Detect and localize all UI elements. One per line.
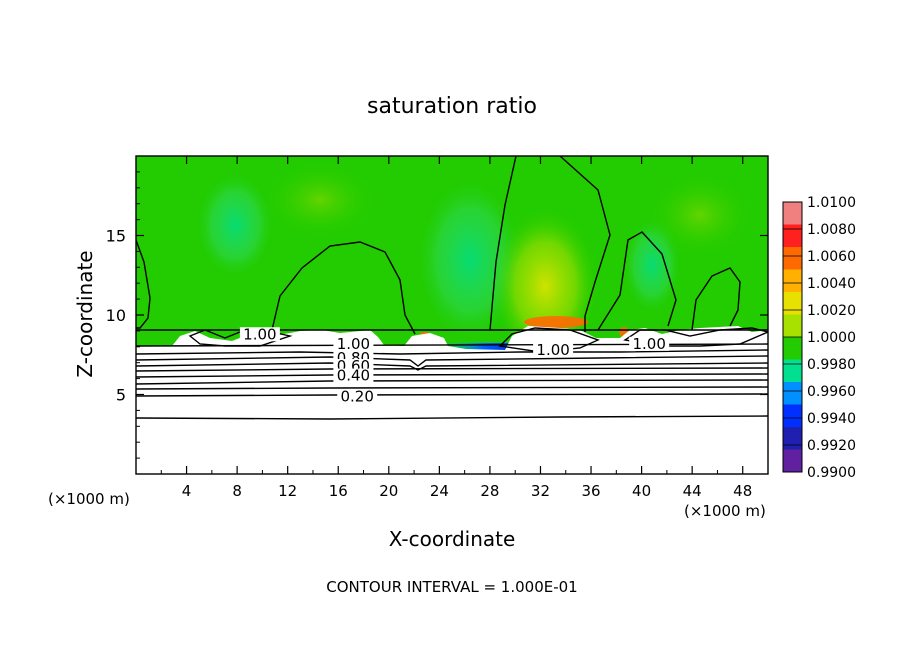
contour-0.20 (136, 393, 768, 397)
x-tick-label: 40 (632, 482, 651, 500)
x-tick-label: 24 (430, 482, 449, 500)
contour-label: 1.00 (632, 335, 665, 353)
colorbar-label: 1.0020 (807, 303, 856, 319)
y-tick-label: 5 (116, 386, 126, 405)
contour-0.50 (136, 373, 768, 378)
contour-0.80 (136, 355, 768, 367)
colorbar-swatch (783, 202, 802, 225)
contour-label-bg (337, 389, 378, 404)
contour-interval-footer: CONTOUR INTERVAL = 1.000E-01 (326, 578, 577, 596)
y-tick-label: 10 (106, 306, 126, 325)
colorbar-swatch (783, 382, 802, 405)
contour-0.60 (136, 367, 768, 372)
colorbar: 1.0100 1.0080 1.0060 1.0040 1.0020 1.0000 0.99… (782, 195, 856, 481)
colorbar-swatch (783, 427, 802, 450)
field-blue-band (440, 343, 550, 351)
x-tick-label: 12 (278, 482, 297, 500)
contour-label: 1.00 (243, 325, 276, 343)
contour-label-layer: 1.001.000.800.600.400.201.00 1.00 (239, 325, 670, 405)
colorbar-label: 0.9940 (807, 411, 856, 427)
subsaturated-region (136, 326, 768, 474)
contour-hump-45 (691, 267, 741, 331)
y-axis-ticks: 5 10 15 (106, 171, 768, 459)
contour-label: 0.20 (340, 387, 373, 405)
contour-label-bg (533, 343, 574, 358)
contour-0.10 (136, 415, 768, 420)
colorbar-swatch (783, 404, 802, 428)
contour-hump-16 (271, 241, 416, 335)
colorbar-swatch (783, 359, 802, 383)
contour-label-bg (629, 336, 670, 351)
colorbar-swatch (783, 292, 802, 315)
x-tick-label: 36 (581, 482, 600, 500)
colorbar-label: 0.9980 (807, 357, 856, 373)
x-tick-label: 32 (531, 482, 550, 500)
contour-0.30 (136, 386, 768, 390)
x-axis-ticks: 4 8 12 16 20 24 28 32 36 40 44 48 (160, 156, 752, 500)
colorbar-label: 1.0040 (807, 276, 856, 292)
contour-label-bg (239, 327, 280, 342)
contour-label-bg (333, 368, 374, 383)
contour-tower-31 (489, 156, 611, 332)
contour-label: 1.00 (337, 335, 370, 353)
colorbar-swatch (783, 224, 802, 248)
contour-label: 1.00 (536, 341, 569, 359)
x-tick-label: 48 (733, 482, 752, 500)
colorbar-swatch (783, 269, 802, 293)
contour-0.40 (136, 379, 768, 385)
x-unit-right: (×1000 m) (684, 502, 766, 520)
x-unit-left: (×1000 m) (48, 490, 130, 508)
colorbar-swatch (783, 247, 802, 270)
plot-area: 1.001.000.800.600.400.201.00 1.00 (136, 156, 768, 474)
field-orange-band (524, 316, 588, 328)
colorbar-label: 1.0060 (807, 249, 856, 265)
x-tick-label: 4 (182, 482, 192, 500)
field-lightgreen-patch-1 (260, 160, 380, 240)
x-tick-label: 8 (232, 482, 242, 500)
contour-0.70 (136, 362, 768, 371)
colorbar-swatch (783, 449, 802, 473)
colorbar-label: 1.0080 (807, 222, 856, 238)
y-tick-label: 15 (106, 227, 126, 246)
field-yellow-core (490, 190, 600, 350)
contour-tropopause-left (136, 239, 151, 329)
chart-title: saturation ratio (367, 94, 537, 119)
field-cyan-patch-left (195, 170, 275, 280)
colorbar-swatch (783, 314, 802, 338)
contour-cloud-blob-right (623, 327, 768, 347)
x-axis-label: X-coordinate (389, 527, 516, 551)
x-tick-label: 44 (683, 482, 702, 500)
colorbar-swatch (783, 337, 802, 360)
contour-0.90 (136, 349, 768, 355)
x-tick-label: 20 (379, 482, 398, 500)
colorbar-label: 1.0100 (807, 195, 856, 211)
contour-hump-39 (597, 231, 677, 331)
y-axis-label: Z-coordinate (73, 250, 97, 377)
contour-label: 0.40 (337, 367, 370, 385)
colorbar-label: 0.9920 (807, 438, 856, 454)
x-tick-label: 28 (480, 482, 499, 500)
contour-label-bg (333, 336, 374, 351)
x-tick-label: 16 (329, 482, 348, 500)
colorbar-label: 1.0000 (807, 330, 856, 346)
colorbar-label: 0.9960 (807, 384, 856, 400)
field-lightgreen-patch-2 (645, 170, 755, 260)
colorbar-label: 0.9900 (807, 465, 856, 481)
